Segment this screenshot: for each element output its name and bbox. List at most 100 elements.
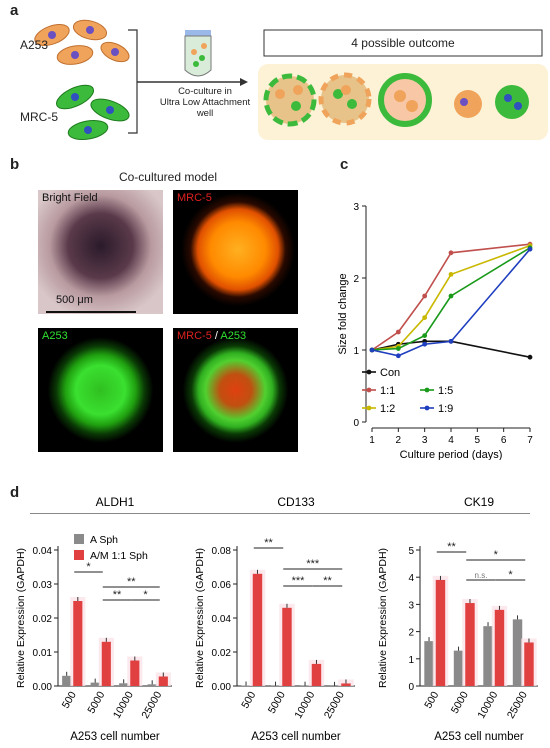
bar-a-m-1-1-sph [311,663,322,686]
significance-label: * [86,561,91,573]
y-tick-label: 0.02 [212,648,232,659]
mrc5-image: MRC-5 [173,190,298,314]
legend-label: 1:2 [380,403,395,415]
bar-a-sph [119,683,129,686]
legend-swatch-point [366,369,372,375]
bar-a-m-1-1-sph [282,607,292,686]
series-point [448,272,454,277]
y-tick-label: 0.02 [33,614,53,625]
x-axis-label: A253 cell number [70,731,160,743]
y-tick-label: 0.08 [212,546,232,557]
x-tick-label: 3 [422,435,428,446]
legend-label: 1:5 [438,385,453,397]
significance-label: * [508,569,513,581]
panel-b-label: b [10,156,20,173]
bar-a-m-1-1-sph [435,579,446,686]
series-point [395,346,401,351]
merge-mrc5-label: MRC-5 [177,330,212,342]
x-tick-label: 7 [527,435,533,446]
arrow-caption-line-2: Ultra Low Attachment [159,97,251,108]
merge-separator: / [211,330,221,342]
x-tick-label: 10000 [292,689,317,720]
series-point [527,354,533,360]
significance-label: n.s. [475,571,488,580]
mrc5-label: MRC-5 [20,110,58,124]
series-point [395,353,401,359]
y-axis-label: Relative Expression (GAPDH) [194,548,206,688]
mrc5-cells [55,84,130,141]
y-tick-label: 1 [353,346,359,357]
bar-a-m-1-1-sph [158,676,168,686]
y-tick-label: 3 [353,202,359,213]
aldh1-chart: ALDH1 0.00 0.01 0.02 0.03 0.04 Relative Expres… [15,495,172,743]
a253-label: A253 [20,38,49,52]
significance-label: ** [113,589,122,601]
bar-a-sph [483,626,493,686]
x-tick-label: 4 [448,435,454,446]
x-tick-label: 10000 [475,689,500,720]
arrow-caption-line-1: Co-culture in [178,86,232,97]
significance-label: ** [127,576,136,588]
significance-label: * [494,549,499,561]
legend-swatch-point [424,387,430,393]
series-point [448,293,454,299]
y-tick-label: 0 [408,682,414,693]
x-axis-label: A253 cell number [251,731,341,743]
x-tick-label: 5000 [85,689,107,715]
panel-a-label: a [10,2,19,19]
bar-a-sph [147,684,157,686]
x-tick-label: 5000 [449,689,471,715]
bar-a-m-1-1-sph [465,603,475,686]
y-tick-label: 0 [353,418,359,429]
chart-title: ALDH1 [96,495,135,509]
x-tick-label: 2 [396,435,402,446]
bar-a-m-1-1-sph [524,642,534,686]
significance-label: * [143,589,148,601]
ck19-chart: CK19 0 1 2 3 4 5 Relative Expression (GAPDH) 500… [377,495,538,743]
x-axis-label: A253 cell number [434,731,524,743]
series-point [422,293,428,299]
y-axis-label: Relative Expression (GAPDH) [15,548,27,688]
series-point [448,250,454,256]
bar-a-sph [453,650,464,686]
legend-swatch-point [366,405,372,411]
x-tick-label: 25000 [505,689,530,720]
outcome-spheroids [263,72,529,127]
outcome-title: 4 possible outcome [351,36,455,50]
legend-label: A/M 1:1 Sph [90,550,148,562]
x-tick-label: 10000 [111,689,136,720]
x-axis-label: Culture period (days) [400,449,503,460]
y-tick-label: 0.04 [33,546,53,557]
x-tick-label: 25000 [322,689,347,720]
bar-a-m-1-1-sph [252,573,263,686]
x-tick-label: 25000 [139,689,164,720]
x-tick-label: 500 [422,689,441,710]
panel-b-title: Co-cultured model [118,170,218,184]
y-tick-label: 0.01 [33,648,53,659]
chart-title: CK19 [464,495,494,509]
cd133-chart: CD133 0.00 0.02 0.04 0.06 0.08 Relative Expres… [194,495,355,743]
bar-a-sph [241,685,251,686]
y-tick-label: 0.03 [33,580,53,591]
legend-label: 1:1 [380,385,395,397]
bright-field-image: Bright Field 500 μm [38,190,163,314]
x-tick-label: 6 [501,435,507,446]
x-tick-label: 500 [239,689,258,710]
a253-image: A253 [38,328,163,452]
legend-label: A Sph [90,534,118,546]
y-axis-label: Size fold change [337,273,349,354]
x-tick-label: 5 [475,435,481,446]
legend-swatch-point [424,405,430,411]
merge-a253-label: A253 [220,330,247,342]
panel-a-schematic [34,19,548,141]
y-tick-label: 2 [353,274,359,285]
bar-a-m-1-1-sph [341,683,351,686]
x-tick-label: 1 [369,435,375,446]
mrc5-channel-label: MRC-5 [177,192,212,204]
y-tick-label: 3 [408,600,414,611]
bar-a-sph [424,641,434,686]
arrow-caption-line-3: well [196,108,214,119]
series-point [422,315,428,320]
legend-label: 1:9 [438,403,453,415]
